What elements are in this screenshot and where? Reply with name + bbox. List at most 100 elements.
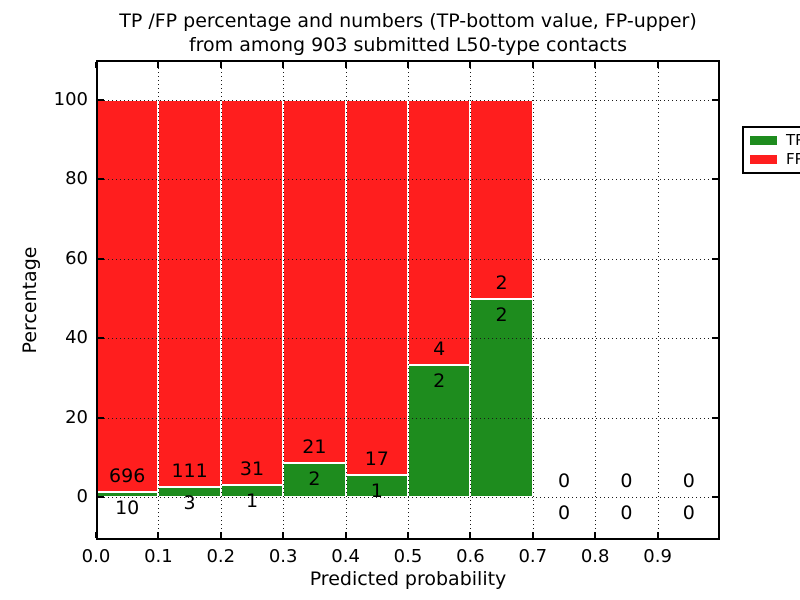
- x-tick-label: 0.3: [268, 546, 298, 567]
- annotation-fp-count: 4: [433, 337, 446, 360]
- x-tick-mark: [282, 62, 285, 68]
- annotation-tp-count: 2: [433, 369, 446, 392]
- y-tick-mark: [98, 496, 104, 499]
- legend-entry-fp: FP: [750, 152, 800, 167]
- legend-label-fp: FP: [786, 150, 800, 169]
- bar-segment-fp: [470, 99, 533, 299]
- annotation-tp-count: 10: [115, 496, 140, 519]
- y-tick-mark: [98, 178, 104, 181]
- x-tick-mark: [469, 532, 472, 538]
- gridline-vertical: [408, 60, 409, 540]
- y-tick-mark: [712, 98, 718, 101]
- y-tick-mark: [98, 337, 104, 340]
- annotation-tp-count: 0: [620, 502, 633, 525]
- x-tick-mark: [157, 532, 160, 538]
- annotation-fp-count: 17: [364, 448, 389, 471]
- x-tick-mark: [594, 532, 597, 538]
- annotation-tp-count: 2: [308, 467, 321, 490]
- gridline-vertical: [595, 60, 597, 540]
- gridline-vertical: [470, 60, 472, 540]
- y-tick-mark: [98, 416, 104, 419]
- gridline-vertical: [283, 60, 285, 540]
- bar-segment-tp: [470, 298, 533, 498]
- gridline-vertical: [657, 60, 659, 540]
- x-tick-mark: [344, 62, 347, 68]
- y-tick-mark: [98, 98, 104, 101]
- annotation-fp-count: 2: [495, 271, 508, 294]
- annotation-tp-count: 0: [682, 502, 695, 525]
- x-tick-mark: [407, 532, 409, 538]
- fp-swatch-icon: [750, 155, 777, 165]
- x-tick-mark: [531, 62, 534, 68]
- annotation-tp-count: 1: [370, 480, 383, 503]
- x-axis-label: Predicted probability: [309, 568, 507, 590]
- x-tick-mark: [95, 532, 97, 538]
- x-tick-label: 0.2: [206, 546, 236, 567]
- gridline-vertical: [532, 60, 534, 540]
- bar-segment-fp: [283, 99, 346, 463]
- x-tick-mark: [656, 62, 659, 68]
- x-tick-label: 0.5: [393, 546, 423, 567]
- bar-segment-fp: [96, 99, 159, 492]
- y-tick-mark: [712, 416, 718, 419]
- x-tick-label: 0.9: [643, 546, 672, 567]
- legend-label-tp: TP: [786, 130, 800, 149]
- x-tick-mark: [407, 62, 409, 68]
- gridline-vertical: [220, 60, 222, 540]
- annotation-fp-count: 21: [302, 435, 327, 458]
- bar-segment-fp: [408, 99, 471, 365]
- bar-segment-fp: [220, 99, 284, 485]
- annotation-tp-count: 0: [557, 502, 571, 525]
- y-tick-mark: [712, 257, 718, 260]
- annotation-fp-count: 0: [682, 470, 695, 493]
- x-tick-label: 0.7: [518, 546, 548, 567]
- y-tick-label: 0: [76, 486, 88, 508]
- chart-title-line2: from among 903 submitted L50-type contac…: [188, 34, 628, 56]
- x-tick-mark: [282, 532, 285, 538]
- annotation-fp-count: 111: [171, 459, 208, 482]
- y-tick-mark: [712, 337, 718, 340]
- x-tick-label: 0.4: [331, 546, 360, 567]
- annotation-fp-count: 0: [620, 470, 633, 493]
- bar-segment-fp: [158, 99, 221, 487]
- y-tick-label: 60: [65, 247, 88, 269]
- annotation-fp-count: 31: [239, 457, 265, 480]
- chart-title-line1: TP /FP percentage and numbers (TP-bottom…: [119, 10, 697, 32]
- annotation-tp-count: 1: [245, 489, 259, 512]
- legend: TP FP: [742, 126, 800, 174]
- x-tick-mark: [219, 532, 222, 538]
- x-tick-mark: [95, 62, 97, 68]
- annotation-fp-count: 0: [557, 470, 571, 493]
- gridline-vertical: [158, 60, 160, 540]
- y-tick-mark: [712, 178, 718, 181]
- tp-swatch-icon: [750, 135, 777, 145]
- x-tick-mark: [344, 532, 347, 538]
- bar-segment-fp: [345, 99, 408, 476]
- plot-area: 696 10 111 3 31 1 21 2 17 1 4 2 2 2 0 0 0 0 0 0 TP FP: [95, 60, 800, 540]
- legend-entry-tp: TP: [750, 130, 800, 149]
- x-tick-label: 0.8: [580, 546, 610, 567]
- gridline-vertical: [345, 60, 347, 540]
- plot-content: 696 10 111 3 31 1 21 2 17 1 4 2 2 2 0 0 0 0 0 0: [95, 60, 720, 540]
- annotation-fp-count: 696: [109, 464, 146, 487]
- annotation-tp-count: 2: [495, 303, 508, 326]
- bar-segment-tp: [283, 462, 346, 498]
- x-tick-mark: [531, 532, 534, 538]
- x-tick-mark: [157, 62, 160, 68]
- y-tick-label: 80: [65, 168, 88, 190]
- chart-title: TP /FP percentage and numbers (TP-bottom…: [16, 9, 800, 57]
- x-tick-mark: [594, 62, 597, 68]
- x-tick-label: 0.6: [456, 546, 485, 567]
- y-tick-label: 100: [53, 88, 88, 110]
- x-tick-mark: [469, 62, 472, 68]
- x-tick-label: 0.1: [144, 546, 173, 567]
- annotation-tp-count: 3: [183, 491, 196, 514]
- x-tick-mark: [219, 62, 222, 68]
- y-tick-label: 20: [65, 406, 88, 428]
- x-tick-label: 0.0: [81, 546, 111, 567]
- x-tick-mark: [656, 532, 659, 538]
- bar-segment-tp: [408, 364, 471, 498]
- y-tick-label: 40: [65, 327, 88, 349]
- y-tick-mark: [712, 496, 718, 499]
